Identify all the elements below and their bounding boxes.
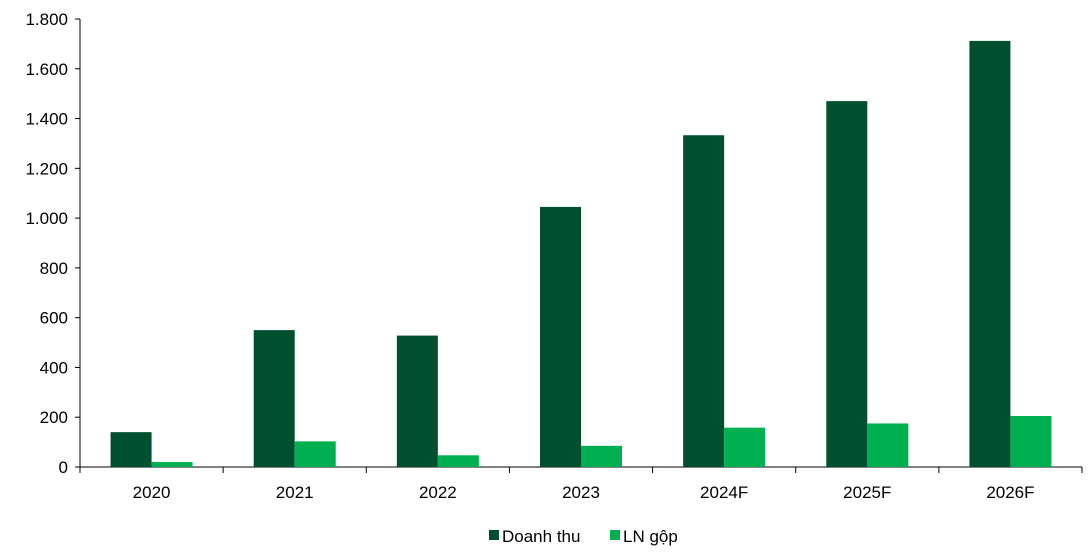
x-tick-label: 2020 [133, 483, 171, 502]
y-tick-label: 1.800 [25, 10, 68, 29]
bar-ln-gop [1010, 415, 1052, 467]
bar-doanh-thu [540, 206, 581, 467]
bar-doanh-thu [969, 40, 1011, 467]
y-axis: 0 200 400 600 800 1.000 1.200 1.400 1.600 1.800 [25, 10, 81, 477]
bar-ln-gop [867, 423, 909, 467]
x-axis: 2020 2021 2022 2023 2024F 2025F 2026F [79, 466, 1083, 502]
y-tick-label: 600 [40, 309, 68, 328]
x-tick-label: 2024F [700, 483, 748, 502]
x-tick-label: 2026F [986, 483, 1034, 502]
bar-ln-gop [437, 455, 479, 467]
y-tick-label: 1.600 [25, 60, 68, 79]
legend-swatch [489, 530, 499, 540]
bar-doanh-thu [396, 335, 438, 467]
bar-doanh-thu [683, 135, 725, 467]
bar-doanh-thu [826, 101, 868, 467]
y-tick-label: 1.200 [25, 159, 68, 178]
y-tick-label: 200 [40, 408, 68, 427]
x-tick-label: 2022 [419, 483, 457, 502]
y-tick-label: 800 [40, 259, 68, 278]
legend-swatch [610, 530, 620, 540]
bar-ln-gop [724, 427, 766, 467]
bar-ln-gop [294, 441, 336, 467]
x-tick-label: 2023 [562, 483, 600, 502]
legend-label: Doanh thu [502, 527, 580, 546]
bar-doanh-thu [253, 330, 295, 467]
y-tick-label: 1.000 [25, 209, 68, 228]
bar-ln-gop [151, 462, 193, 467]
legend-label: LN gộp [623, 527, 678, 546]
y-tick-label: 400 [40, 358, 68, 377]
y-tick-label: 1.400 [25, 110, 68, 129]
bar-doanh-thu [110, 432, 152, 467]
bars [110, 40, 1052, 467]
x-tick-label: 2021 [276, 483, 314, 502]
y-tick-label: 0 [59, 458, 68, 477]
legend: Doanh thu LN gộp [489, 527, 678, 546]
bar-ln-gop [581, 445, 622, 467]
x-tick-label: 2025F [843, 483, 891, 502]
